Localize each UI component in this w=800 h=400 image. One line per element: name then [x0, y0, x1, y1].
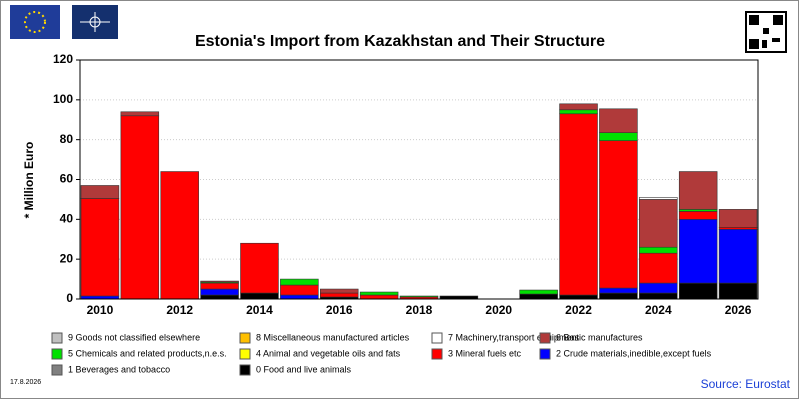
bar-segment	[559, 113, 598, 296]
bar-segment	[280, 284, 319, 296]
bar-segment	[359, 294, 399, 300]
bar-segment	[359, 291, 399, 296]
x-tick-label: 2018	[406, 303, 433, 317]
legend-label: 3 Mineral fuels etc	[448, 348, 522, 358]
bar-segment	[319, 292, 359, 298]
source: Source: Eurostat	[701, 377, 791, 391]
bar-segment	[599, 287, 638, 294]
bar-segment	[639, 292, 678, 300]
bar-segment	[200, 294, 239, 300]
x-tick-label: 2012	[166, 303, 193, 317]
legend-swatch	[539, 348, 551, 360]
bar-segment	[599, 108, 638, 133]
x-tick-label: 2014	[246, 303, 273, 317]
bar-segment	[599, 132, 638, 141]
bar-segment	[519, 289, 558, 295]
legend-swatch	[51, 348, 63, 360]
legend-label: 7 Machinery,transport equipment	[448, 332, 579, 342]
bar-segment	[718, 282, 758, 300]
y-tick-label: 120	[53, 52, 73, 66]
legend-swatch	[239, 364, 251, 376]
x-tick-label: 2024	[645, 303, 672, 317]
bar-segment	[240, 292, 279, 300]
legend-swatch	[539, 332, 551, 344]
legend-swatch	[431, 348, 443, 360]
bar-segment	[639, 246, 678, 254]
bar-segment	[280, 278, 319, 286]
bar-segment	[599, 140, 638, 289]
bar-segment	[519, 293, 558, 300]
legend-label: 4 Animal and vegetable oils and fats	[256, 348, 401, 358]
bar-segment	[639, 199, 678, 248]
legend-swatch	[51, 332, 63, 344]
bar-segment	[120, 111, 160, 117]
bar-segment	[399, 295, 439, 298]
bar-segment	[280, 294, 319, 300]
bar-segment	[559, 109, 598, 115]
qr-code	[745, 11, 787, 53]
legend-swatch	[239, 348, 251, 360]
date: 17.8.2026	[10, 379, 41, 386]
y-tick-label: 20	[60, 251, 74, 265]
bar-segment	[200, 288, 239, 296]
bar-segment	[559, 294, 598, 300]
bar-segment	[678, 171, 718, 210]
y-axis-label: * Million Euro	[22, 142, 36, 219]
legend-label: 2 Crude materials,inedible,except fuels	[556, 348, 712, 358]
y-tick-label: 80	[60, 132, 74, 146]
nato-flag	[72, 5, 118, 39]
y-tick-label: 40	[60, 212, 74, 226]
bar-segment	[639, 252, 678, 284]
bar-segment	[639, 282, 678, 294]
y-tick-label: 0	[66, 291, 73, 305]
plot-border	[79, 59, 759, 300]
bar-segment	[200, 280, 239, 283]
bar-segment	[559, 103, 598, 111]
x-tick-label: 2022	[565, 303, 592, 317]
x-tick-label: 2026	[725, 303, 752, 317]
bar-segment	[678, 282, 718, 300]
bar-segment	[80, 185, 120, 199]
x-tick-label: 2010	[87, 303, 114, 317]
x-tick-label: 2020	[485, 303, 512, 317]
legend-label: 9 Goods not classified elsewhere	[68, 332, 200, 342]
bar-segment	[718, 209, 758, 228]
x-tick-label: 2016	[326, 303, 353, 317]
legend-label: 0 Food and live animals	[256, 364, 352, 374]
legend-label: 5 Chemicals and related products,n.e.s.	[68, 348, 227, 358]
legend-label: 8 Miscellaneous manufactured articles	[256, 332, 410, 342]
bar-segment	[678, 211, 718, 220]
legend-swatch	[51, 364, 63, 376]
bar-segment	[678, 219, 718, 284]
legend-label: 1 Beverages and tobacco	[68, 364, 170, 374]
y-tick-label: 60	[60, 172, 74, 186]
bar-segment	[80, 198, 120, 297]
legend-swatch	[239, 332, 251, 344]
bar-segment	[200, 282, 239, 290]
y-tick-label: 100	[53, 92, 73, 106]
bar-segment	[160, 171, 199, 300]
legend-label: 6 Basic manufactures	[556, 332, 643, 342]
legend-swatch	[431, 332, 443, 344]
bar-segment	[599, 292, 638, 300]
bar-segment	[120, 115, 160, 300]
eu-flag	[10, 5, 60, 39]
bar-segment	[639, 197, 678, 200]
bar-segment	[319, 288, 359, 294]
bar-segment	[718, 228, 758, 284]
bar-segment	[240, 242, 279, 294]
chart-title: Estonia's Import from Kazakhstan and The…	[195, 33, 605, 50]
